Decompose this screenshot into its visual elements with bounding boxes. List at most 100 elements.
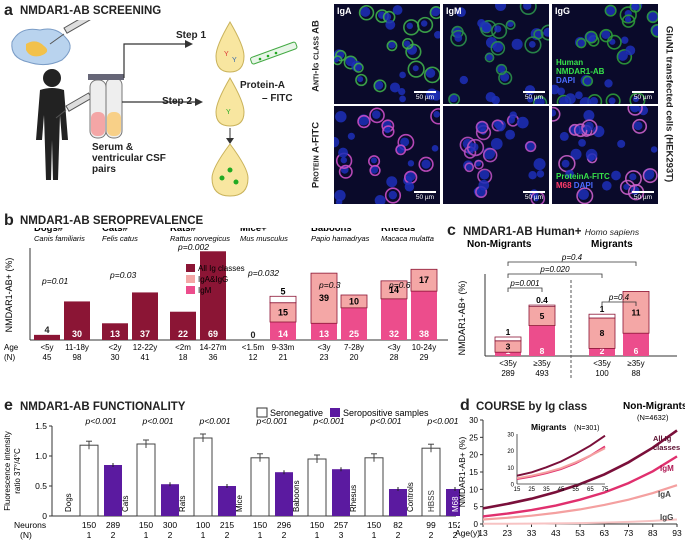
x-tick-label: 53 bbox=[575, 528, 585, 538]
nucleus bbox=[578, 139, 586, 147]
age-tick: 9-33m bbox=[272, 343, 295, 352]
p-value: p=0.03 bbox=[109, 270, 137, 280]
nucleus bbox=[399, 95, 406, 103]
nucleus bbox=[570, 148, 582, 160]
nucleus bbox=[601, 30, 611, 39]
species-name: Mice+ bbox=[240, 228, 267, 234]
nucleus bbox=[449, 94, 458, 103]
cell-stain bbox=[429, 6, 440, 20]
age-tick: 7-28y bbox=[344, 343, 364, 352]
age-tick: <3y bbox=[317, 343, 330, 352]
svg-text:Y: Y bbox=[224, 51, 229, 58]
syringe-icon bbox=[49, 20, 92, 45]
n-count: 1 bbox=[372, 530, 377, 540]
bar-seropositive bbox=[332, 469, 350, 516]
cell-stain bbox=[482, 147, 498, 163]
nucleus bbox=[388, 190, 398, 200]
nucleus bbox=[357, 76, 364, 83]
age-tick: <35y bbox=[593, 359, 611, 368]
panel-e-title: NMDAR1-AB FUNCTIONALITY bbox=[20, 401, 186, 413]
cell-stain bbox=[524, 36, 542, 54]
p-value: p<0.001 bbox=[85, 416, 117, 426]
bracket-p020-label: p=0.020 bbox=[539, 265, 570, 274]
scale-bar: 50 µm bbox=[632, 91, 654, 101]
inset-y-tick-label: 0 bbox=[511, 483, 515, 489]
nucleus bbox=[492, 41, 504, 53]
age-label: Age bbox=[4, 343, 19, 352]
nucleus bbox=[479, 169, 490, 180]
bracket-p001-label: p=0.001 bbox=[509, 279, 539, 288]
cell-stain bbox=[581, 119, 598, 136]
neurons-count: 150 bbox=[310, 520, 324, 530]
nucleus bbox=[431, 144, 439, 152]
cell-stain bbox=[463, 146, 477, 159]
inset-x-tick-label: 65 bbox=[587, 487, 594, 493]
bar-value: 4 bbox=[44, 325, 49, 335]
series-label-all-line1: All Ig bbox=[653, 434, 672, 443]
nucleus bbox=[497, 64, 506, 73]
species-name: Cats# bbox=[102, 228, 129, 234]
p-value: p<0.001 bbox=[256, 416, 288, 426]
legend-label: IgM bbox=[198, 286, 212, 295]
cell-stain bbox=[629, 92, 646, 104]
bar-iga-igg bbox=[340, 294, 368, 309]
series-line-iga bbox=[482, 484, 678, 521]
nucleus bbox=[509, 111, 517, 119]
cell-stain bbox=[369, 164, 381, 177]
fitc-label: – FITC bbox=[262, 93, 293, 104]
bar-value-igm: 2 bbox=[600, 346, 605, 356]
cell-stain bbox=[605, 93, 621, 104]
nucleus bbox=[360, 6, 371, 17]
legend-label: All Ig classes bbox=[198, 264, 245, 273]
nucleus bbox=[412, 65, 419, 72]
bar-value-iga-igg: 39 bbox=[319, 293, 329, 303]
age-tick: ≥35y bbox=[627, 359, 644, 368]
nucleus bbox=[371, 110, 381, 119]
category-label: Dogs bbox=[64, 493, 73, 512]
cell-stain bbox=[552, 106, 561, 122]
bar-seropositive bbox=[104, 465, 122, 516]
series-label-all-line2: classes bbox=[653, 443, 680, 452]
bar-value: 0 bbox=[250, 330, 255, 340]
legend-seropositive: Seropositive samples bbox=[343, 408, 429, 418]
age-tick: 11-18y bbox=[65, 343, 89, 352]
nucleus bbox=[392, 5, 403, 15]
nucleus bbox=[338, 147, 349, 158]
n-count: 1 bbox=[315, 530, 320, 540]
p-value: p<0.001 bbox=[142, 416, 174, 426]
bar-iga-igg bbox=[588, 317, 616, 349]
control-label-hbss: HBSS bbox=[427, 490, 436, 512]
nucleus bbox=[470, 142, 479, 152]
series-label-igg: IgG bbox=[660, 513, 673, 522]
bar-value-igm: 14 bbox=[278, 329, 288, 339]
n-count: 2 bbox=[453, 530, 458, 540]
cell-stain bbox=[386, 40, 398, 52]
nucleus bbox=[585, 148, 598, 161]
bar-value-iga-igg: 8 bbox=[600, 328, 605, 338]
row-label-protein-a: Protein A-FITC bbox=[310, 121, 322, 189]
neurons-count: 150 bbox=[139, 520, 153, 530]
nucleus bbox=[630, 106, 640, 113]
neurons-count: 99 bbox=[426, 520, 436, 530]
bar-iga-igg bbox=[380, 280, 408, 300]
bar-all-ig bbox=[64, 301, 90, 340]
inset-x-tick-label: 15 bbox=[514, 487, 521, 493]
p-value: p=0.3 bbox=[318, 280, 341, 290]
bar-seronegative bbox=[250, 457, 270, 517]
panel-c-letter: c bbox=[447, 222, 456, 239]
y-axis-label: NMDAR1-AB+ (%) bbox=[457, 437, 467, 508]
bar-all-ig bbox=[34, 334, 60, 340]
nucleus bbox=[334, 189, 346, 202]
n-tick: 88 bbox=[632, 369, 641, 378]
nucleus bbox=[463, 160, 474, 171]
bar-seropositive bbox=[275, 472, 293, 516]
bar-value-iga-igg: 3 bbox=[506, 342, 511, 352]
cell-stain bbox=[629, 4, 642, 13]
nucleus bbox=[454, 34, 463, 42]
nucleus bbox=[604, 5, 616, 16]
nucleus bbox=[528, 41, 536, 48]
nucleus bbox=[650, 146, 658, 153]
neurons-count: 100 bbox=[196, 520, 210, 530]
cell-stain bbox=[407, 60, 425, 78]
legend-swatch-seropositive bbox=[330, 408, 340, 417]
